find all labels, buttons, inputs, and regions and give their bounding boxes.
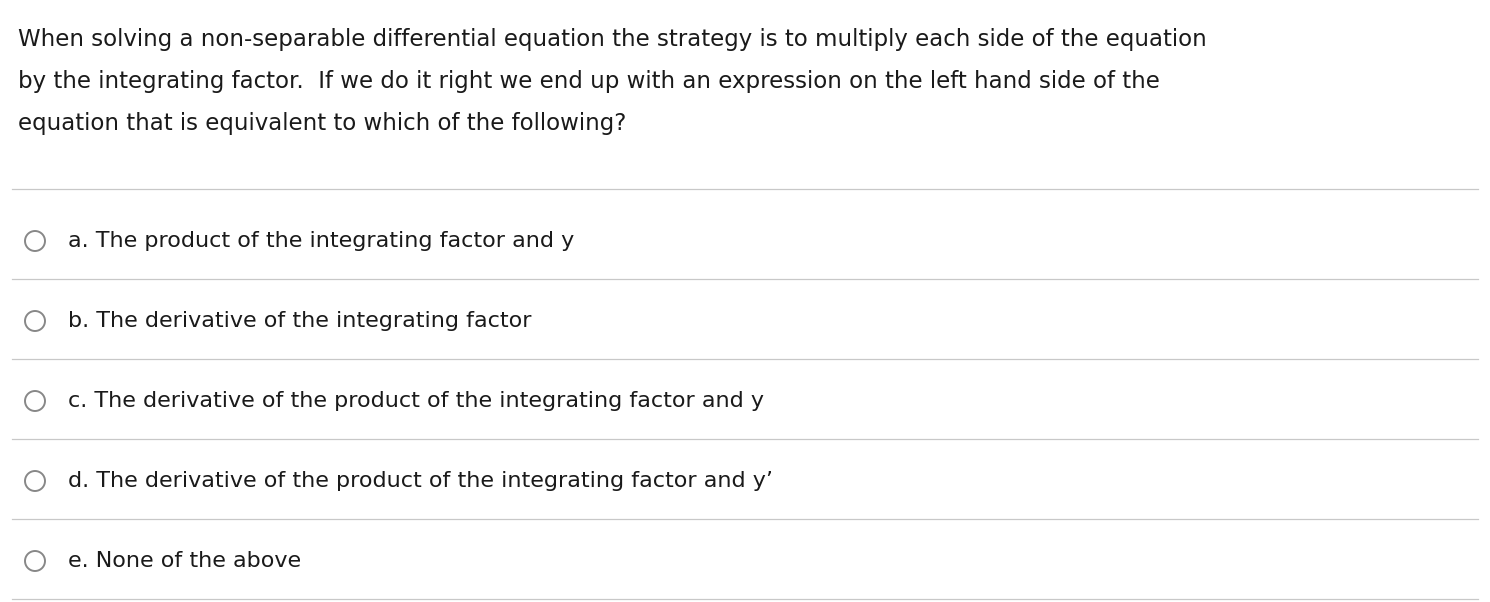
Text: b. The derivative of the integrating factor: b. The derivative of the integrating fac… xyxy=(69,311,532,331)
Text: c. The derivative of the product of the integrating factor and y: c. The derivative of the product of the … xyxy=(69,391,764,411)
Text: When solving a non-separable differential equation the strategy is to multiply e: When solving a non-separable differentia… xyxy=(18,28,1207,51)
Text: by the integrating factor.  If we do it right we end up with an expression on th: by the integrating factor. If we do it r… xyxy=(18,70,1159,93)
Text: d. The derivative of the product of the integrating factor and y’: d. The derivative of the product of the … xyxy=(69,471,773,491)
Text: a. The product of the integrating factor and y: a. The product of the integrating factor… xyxy=(69,231,574,251)
Text: equation that is equivalent to which of the following?: equation that is equivalent to which of … xyxy=(18,112,626,135)
Text: e. None of the above: e. None of the above xyxy=(69,551,301,571)
